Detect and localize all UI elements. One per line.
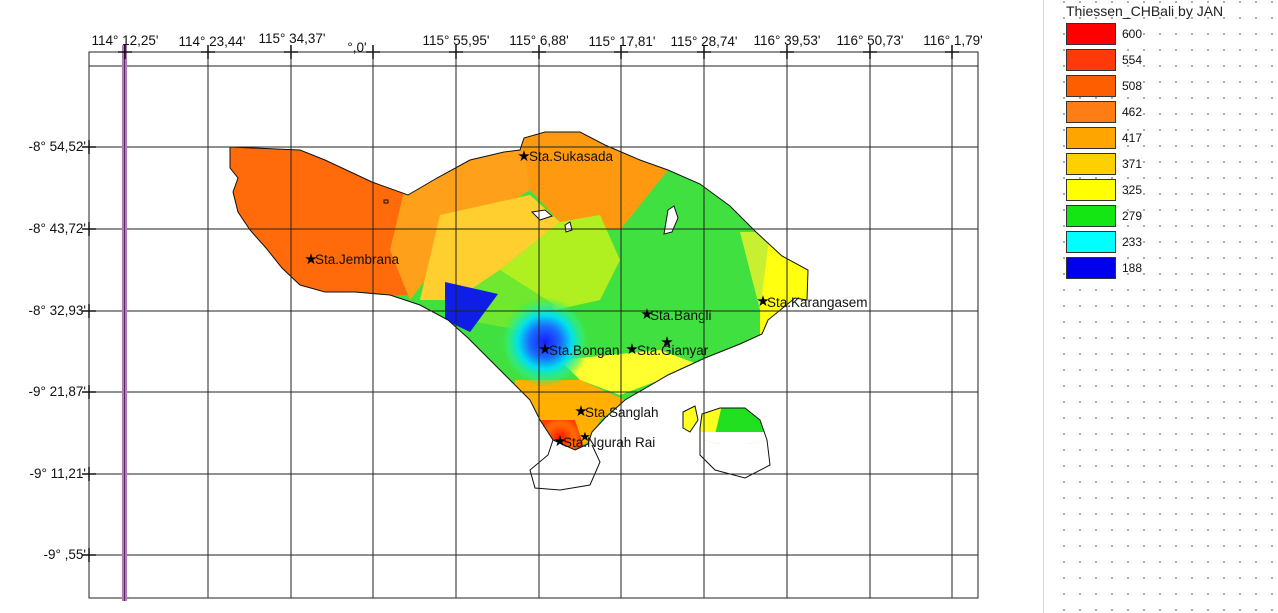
legend-label: 233	[1122, 235, 1143, 249]
station-label: Sta.Ngurah Rai	[563, 435, 655, 450]
legend-swatch	[1066, 127, 1116, 149]
legend-swatch	[1066, 49, 1116, 71]
graticule	[89, 52, 978, 598]
station-label: Sta.Bangli	[650, 308, 712, 323]
lake-batur	[663, 205, 679, 235]
legend-item[interactable]: 600	[1066, 23, 1266, 45]
station-label: Sta.Bongan	[549, 343, 620, 358]
nusa-penida-outline	[699, 407, 771, 479]
nusa-lembongan	[682, 405, 699, 433]
station-marker[interactable]: ★	[553, 433, 566, 450]
station-label: Sta.Sukasada	[529, 149, 614, 164]
x-tick-label: 115° 34,37'	[258, 31, 325, 46]
station-marker[interactable]: ★	[640, 306, 653, 323]
x-tick-label: 116° 39,53'	[753, 33, 820, 48]
x-tick-label: 114° 12,25'	[91, 33, 158, 48]
x-axis-labels: 114° 12,25' 114° 23,44' 115° 34,37' °,0'…	[91, 31, 982, 55]
legend-swatch	[1066, 257, 1116, 279]
x-tick-label: 115° 17,81'	[588, 34, 655, 49]
station-marker[interactable]: ★	[538, 341, 551, 358]
legend-swatch	[1066, 75, 1116, 97]
legend-item[interactable]: 371	[1066, 153, 1266, 175]
legend-label: 600	[1122, 27, 1143, 41]
lake-buyan	[530, 209, 553, 221]
legend-item[interactable]: 554	[1066, 49, 1266, 71]
legend-swatch	[1066, 153, 1116, 175]
legend-label: 371	[1122, 157, 1143, 171]
station-label: Sta.Karangasem	[767, 295, 868, 310]
station-marker[interactable]: ★	[660, 334, 673, 351]
legend-item[interactable]: 325	[1066, 179, 1266, 201]
legend-label: 188	[1122, 261, 1143, 275]
legend-item[interactable]: 462	[1066, 101, 1266, 123]
y-tick-label: -8° 43,72'	[28, 221, 86, 236]
legend-swatch	[1066, 101, 1116, 123]
legend-label: 508	[1122, 79, 1143, 93]
legend-title: Thiessen_CHBali by JAN	[1066, 3, 1224, 19]
legend-item[interactable]: 508	[1066, 75, 1266, 97]
legend-label: 279	[1122, 209, 1143, 223]
y-tick-label: -9° ,55'	[44, 547, 87, 562]
legend-label: 417	[1122, 131, 1143, 145]
station-label: Sta.Jembrana	[315, 252, 400, 267]
x-tick-label: 115° 55,95'	[422, 33, 489, 48]
x-tick-label: 116° 1,79'	[923, 33, 983, 48]
station-label: Sta.Gianyar	[637, 343, 709, 358]
map-canvas[interactable]: 114° 12,25' 114° 23,44' 115° 34,37' °,0'…	[0, 0, 1043, 613]
tick-marks	[82, 45, 959, 562]
y-tick-label: -8° 54,52'	[28, 139, 86, 154]
legend-label: 325	[1122, 183, 1143, 197]
legend-swatch	[1066, 231, 1116, 253]
legend-item[interactable]: 188	[1066, 257, 1266, 279]
x-tick-label: °,0'	[347, 40, 366, 55]
station-marker[interactable]: ★	[625, 341, 638, 358]
station-marker[interactable]: ★	[517, 148, 530, 165]
legend-label: 554	[1122, 53, 1143, 67]
legend-label: 462	[1122, 105, 1143, 119]
x-tick-label: 115° 28,74'	[670, 34, 737, 49]
map-panel[interactable]: 114° 12,25' 114° 23,44' 115° 34,37' °,0'…	[0, 0, 1044, 613]
legend-item[interactable]: 279	[1066, 205, 1266, 227]
x-tick-label: 116° 50,73'	[836, 33, 903, 48]
y-tick-label: -8° 32,93'	[28, 303, 86, 318]
bukit-peninsula-outline	[529, 439, 601, 491]
station-marker[interactable]: ★	[579, 429, 591, 444]
legend-item[interactable]: 233	[1066, 231, 1266, 253]
y-axis-labels: -8° 54,52' -8° 43,72' -8° 32,93' -9° 21,…	[28, 139, 86, 562]
y-tick-label: -9° 11,21'	[29, 466, 86, 481]
station-label: Sta.Sanglah	[585, 405, 659, 420]
legend-item[interactable]: 417	[1066, 127, 1266, 149]
station-marker[interactable]: ★	[574, 403, 587, 420]
bali-outline	[229, 131, 809, 451]
legend-panel: Thiessen_CHBali by JAN 600 554 508 462 4…	[1050, 0, 1278, 613]
station-marker[interactable]: ★	[756, 293, 769, 310]
legend-swatch	[1066, 179, 1116, 201]
x-tick-label: 114° 23,44'	[178, 34, 245, 49]
menjangan-islet	[383, 199, 389, 204]
stations-layer: ★ Sta.Sukasada ★ Sta.Jembrana ★ Sta.Bang…	[304, 148, 867, 450]
y-tick-label: -9° 21,87'	[28, 384, 86, 399]
legend-swatch	[1066, 23, 1116, 45]
x-tick-label: 115° 6,88'	[509, 33, 569, 48]
station-marker[interactable]: ★	[304, 251, 317, 268]
legend-swatch	[1066, 205, 1116, 227]
